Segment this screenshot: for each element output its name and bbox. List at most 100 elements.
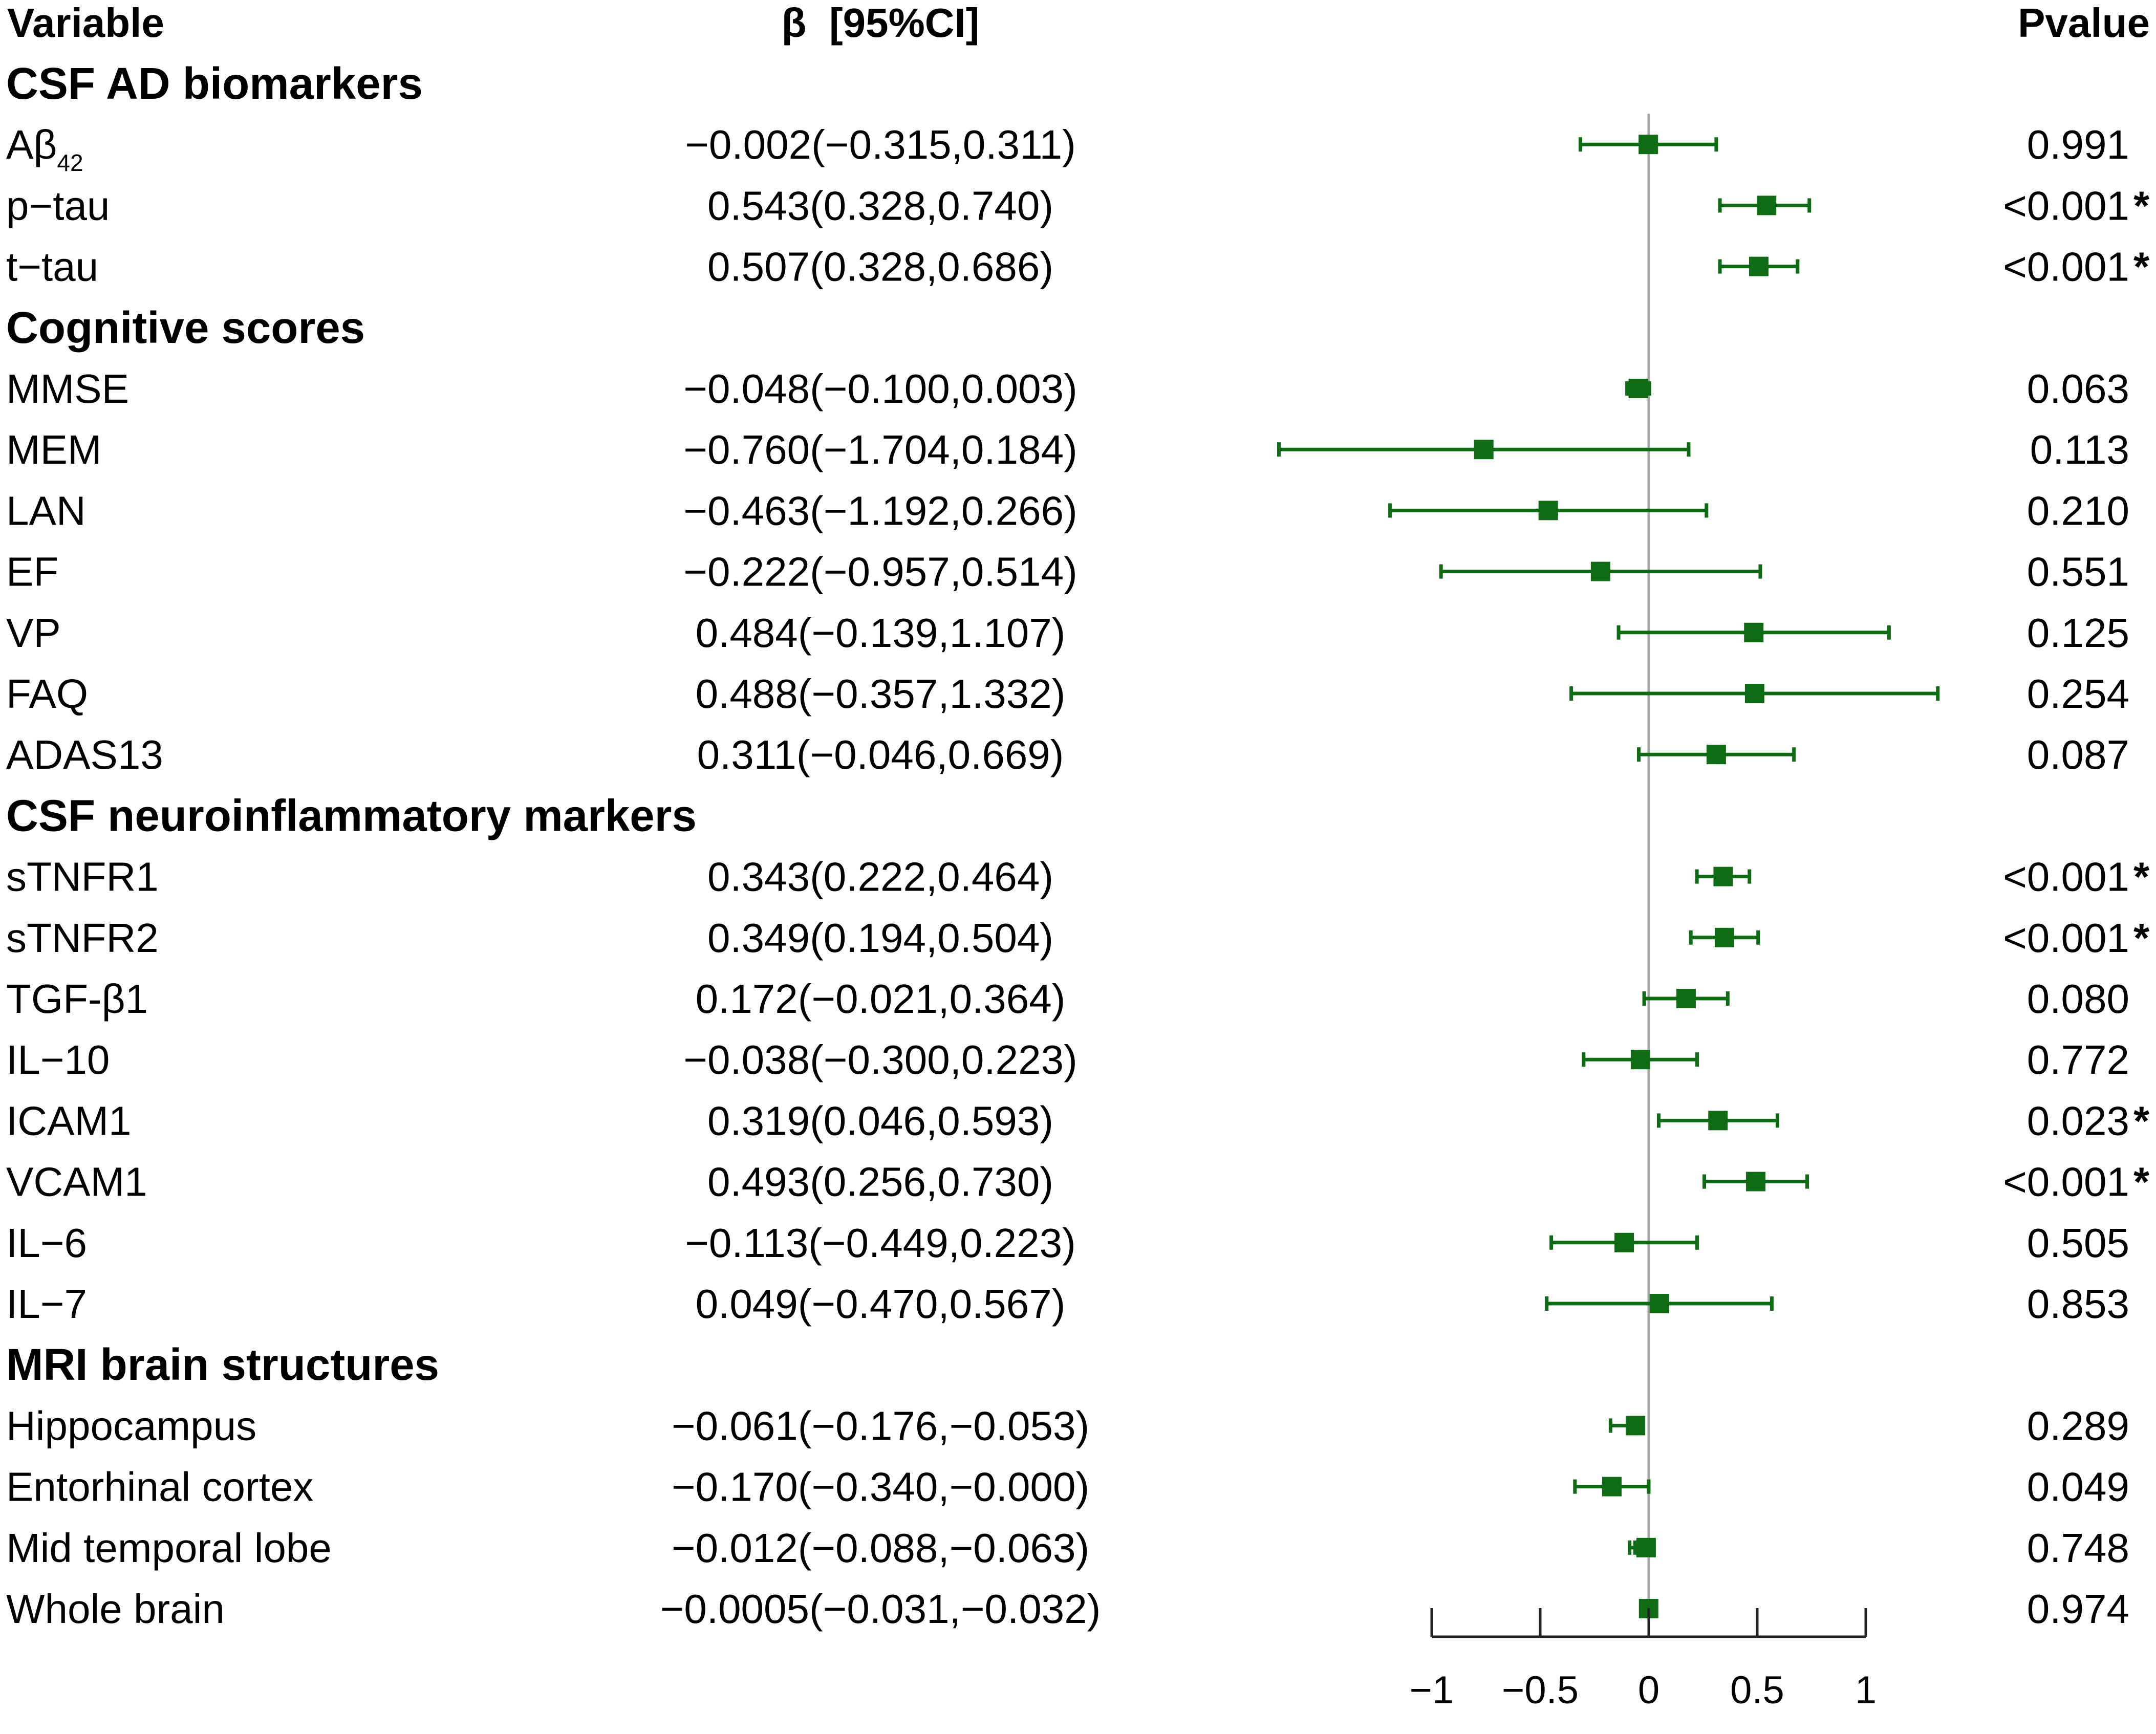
x-axis-tick-label-0: −1 <box>1410 1668 1454 1712</box>
row-hippocampus-pvalue: 0.289 <box>2027 1403 2129 1448</box>
row-ef-estimate-ci: −0.222(−0.957,0.514) <box>683 549 1077 595</box>
row-stnfr2-pvalue: <0.001 <box>2003 915 2129 961</box>
row-mid-temporal-lobe-label: Mid temporal lobe <box>6 1525 332 1571</box>
row-a-42-point-estimate <box>1638 135 1658 155</box>
row-il-7-point-estimate <box>1649 1294 1669 1313</box>
row-il-10-pvalue: 0.772 <box>2027 1037 2129 1082</box>
row-t-tau-significance-marker: * <box>2133 244 2150 290</box>
row-mem-estimate-ci: −0.760(−1.704,0.184) <box>683 427 1077 472</box>
row-mem-label: MEM <box>6 427 102 472</box>
row-t-tau-estimate-ci: 0.507(0.328,0.686) <box>707 244 1053 290</box>
row-entorhinal-cortex-estimate-ci: −0.170(−0.340,−0.000) <box>672 1464 1089 1510</box>
row-icam1-pvalue: 0.023 <box>2027 1098 2129 1143</box>
row-vp-pvalue: 0.125 <box>2027 610 2129 656</box>
row-icam1-label: ICAM1 <box>6 1098 132 1143</box>
row-lan-label: LAN <box>6 488 86 533</box>
row-entorhinal-cortex-pvalue: 0.049 <box>2027 1464 2129 1510</box>
row-il-10: IL−10 −0.038(−0.300,0.223) 0.772 <box>6 1037 2129 1082</box>
row-vcam1: VCAM1 0.493(0.256,0.730) <0.001 * <box>6 1159 2150 1205</box>
row-vp: VP 0.484(−0.139,1.107) 0.125 <box>6 610 2129 656</box>
row-hippocampus-point-estimate <box>1626 1416 1646 1436</box>
row-stnfr1: sTNFR1 0.343(0.222,0.464) <0.001 * <box>6 854 2150 900</box>
row-mmse-pvalue: 0.063 <box>2027 366 2129 411</box>
row-mid-temporal-lobe-pvalue: 0.748 <box>2027 1525 2129 1571</box>
row-stnfr2-estimate-ci: 0.349(0.194,0.504) <box>707 915 1053 961</box>
header-beta-ci: β [95%CI] <box>782 0 980 46</box>
row-stnfr2: sTNFR2 0.349(0.194,0.504) <0.001 * <box>6 915 2150 961</box>
row-a-42-label: Aβ42 <box>6 122 83 176</box>
row-il-7-estimate-ci: 0.049(−0.470,0.567) <box>696 1281 1066 1327</box>
row-il-6-point-estimate <box>1614 1232 1634 1252</box>
row-whole-brain-label: Whole brain <box>6 1586 225 1632</box>
row-stnfr1-label: sTNFR1 <box>6 854 159 900</box>
row-a-42-estimate-ci: −0.002(−0.315,0.311) <box>685 122 1076 167</box>
row-ef-pvalue: 0.551 <box>2027 549 2129 595</box>
row-lan-pvalue: 0.210 <box>2027 488 2129 533</box>
row-mid-temporal-lobe: Mid temporal lobe −0.012(−0.088,−0.063) 0.… <box>6 1525 2129 1571</box>
row-lan: LAN −0.463(−1.192,0.266) 0.210 <box>6 488 2129 533</box>
row-t-tau-pvalue: <0.001 <box>2003 244 2129 290</box>
row-p-tau-estimate-ci: 0.543(0.328,0.740) <box>707 183 1053 228</box>
row-icam1-significance-marker: * <box>2133 1098 2150 1143</box>
row-t-tau-label: t−tau <box>6 244 98 290</box>
row-icam1-point-estimate <box>1708 1111 1728 1131</box>
row-faq-label: FAQ <box>6 671 88 717</box>
row-faq-pvalue: 0.254 <box>2027 671 2129 717</box>
row-stnfr2-point-estimate <box>1714 927 1734 947</box>
row-mmse-estimate-ci: −0.048(−0.100,0.003) <box>683 366 1077 411</box>
row-p-tau-point-estimate <box>1757 196 1777 215</box>
row-faq: FAQ 0.488(−0.357,1.332) 0.254 <box>6 671 2129 717</box>
row-mem-pvalue: 0.113 <box>2030 427 2129 472</box>
row-mid-temporal-lobe-estimate-ci: −0.012(−0.088,−0.063) <box>672 1525 1089 1571</box>
row-mmse: MMSE −0.048(−0.100,0.003) 0.063 <box>6 366 2129 411</box>
row-mem: MEM −0.760(−1.704,0.184) 0.113 <box>6 427 2129 472</box>
row-il-6-label: IL−6 <box>6 1220 87 1266</box>
row-ef-label: EF <box>6 549 58 595</box>
row-il-10-point-estimate <box>1630 1050 1650 1070</box>
header-pvalue: Pvalue <box>2018 0 2150 46</box>
row-il-6: IL−6 −0.113(−0.449,0.223) 0.505 <box>6 1220 2129 1266</box>
row-stnfr1-pvalue: <0.001 <box>2003 854 2129 900</box>
row-tgf-1-estimate-ci: 0.172(−0.021,0.364) <box>696 976 1066 1022</box>
section-title-csf-neuroinflammatory-markers: CSF neuroinflammatory markers <box>6 791 697 840</box>
row-vcam1-point-estimate <box>1746 1172 1766 1191</box>
row-mid-temporal-lobe-point-estimate <box>1636 1537 1656 1557</box>
row-vcam1-significance-marker: * <box>2133 1159 2150 1205</box>
row-adas13-label: ADAS13 <box>6 732 163 777</box>
x-axis-tick-label-2: 0 <box>1638 1668 1659 1712</box>
row-ef: EF −0.222(−0.957,0.514) 0.551 <box>6 549 2129 595</box>
x-axis-tick-label-1: −0.5 <box>1502 1668 1579 1712</box>
row-tgf-1: TGF-β1 0.172(−0.021,0.364) 0.080 <box>6 976 2129 1022</box>
row-il-7-pvalue: 0.853 <box>2027 1281 2129 1327</box>
row-adas13-point-estimate <box>1706 745 1726 765</box>
row-t-tau: t−tau 0.507(0.328,0.686) <0.001 * <box>6 244 2150 290</box>
row-icam1: ICAM1 0.319(0.046,0.593) 0.023 * <box>6 1098 2150 1143</box>
row-hippocampus: Hippocampus −0.061(−0.176,−0.053) 0.289 <box>6 1403 2129 1448</box>
row-a-42-pvalue: 0.991 <box>2027 122 2129 167</box>
row-stnfr2-label: sTNFR2 <box>6 915 159 961</box>
row-hippocampus-label: Hippocampus <box>6 1403 256 1448</box>
row-mem-point-estimate <box>1474 440 1494 460</box>
row-il-6-estimate-ci: −0.113(−0.449,0.223) <box>685 1220 1076 1266</box>
section-title-cognitive-scores: Cognitive scores <box>6 303 365 353</box>
row-vcam1-pvalue: <0.001 <box>2003 1159 2129 1205</box>
row-p-tau-significance-marker: * <box>2133 183 2150 228</box>
section-title-mri-brain-structures: MRI brain structures <box>6 1340 439 1390</box>
header-variable: Variable <box>7 0 164 46</box>
row-adas13-estimate-ci: 0.311(−0.046,0.669) <box>697 732 1064 777</box>
x-axis-tick-label-4: 1 <box>1855 1668 1877 1712</box>
row-stnfr2-significance-marker: * <box>2133 915 2150 961</box>
section-title-csf-ad-biomarkers: CSF AD biomarkers <box>6 59 423 109</box>
row-lan-point-estimate <box>1538 501 1558 521</box>
row-lan-estimate-ci: −0.463(−1.192,0.266) <box>683 488 1077 533</box>
row-vcam1-label: VCAM1 <box>6 1159 147 1205</box>
row-a-42: Aβ42 −0.002(−0.315,0.311) 0.991 <box>6 122 2129 176</box>
row-stnfr1-significance-marker: * <box>2133 854 2150 900</box>
row-mmse-label: MMSE <box>6 366 129 411</box>
row-vp-point-estimate <box>1744 622 1764 642</box>
rows-layer: CSF AD biomarkers Aβ42 −0.002(−0.315,0.311… <box>6 59 2150 1632</box>
row-entorhinal-cortex-label: Entorhinal cortex <box>6 1464 313 1510</box>
row-tgf-1-label: TGF-β1 <box>6 976 148 1022</box>
